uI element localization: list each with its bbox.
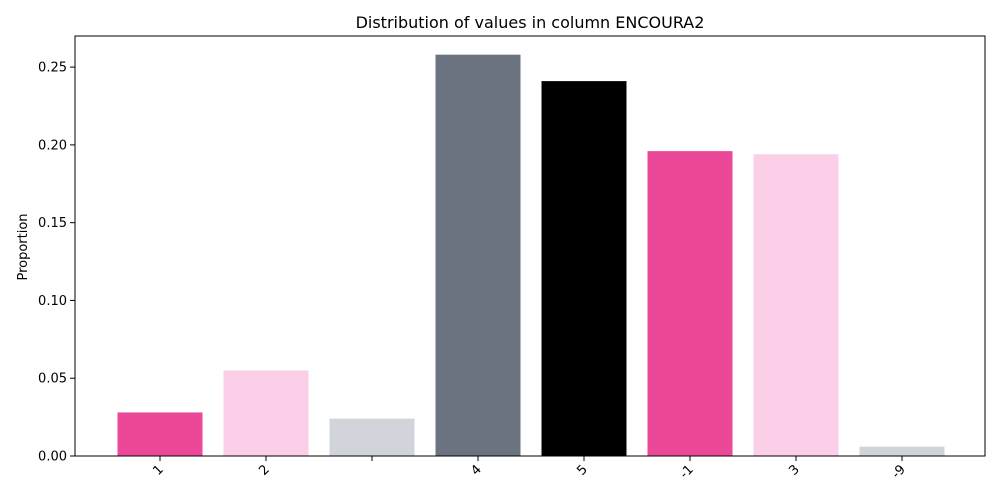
x-tick-label: -1 [677, 462, 697, 482]
x-tick-label: 2 [256, 462, 272, 478]
y-axis: 0.00 0.05 0.10 0.15 0.20 0.25 [38, 61, 75, 465]
x-tick-label: 3 [786, 462, 802, 478]
y-tick-label: 0.00 [38, 450, 67, 465]
bar [541, 81, 627, 456]
bar [435, 54, 521, 457]
x-axis: 1 2 4 5 -1 3 -9 [150, 456, 909, 482]
y-axis-label: Proportion [16, 213, 31, 280]
bars-group [117, 54, 945, 457]
y-tick-label: 0.20 [38, 138, 67, 153]
bar [329, 418, 415, 456]
y-tick-label: 0.10 [38, 294, 67, 309]
bar [223, 370, 309, 456]
bar [753, 154, 839, 456]
bar [859, 446, 945, 456]
y-tick-label: 0.25 [38, 61, 67, 76]
x-tick-label: 1 [150, 462, 166, 478]
x-tick-label: 5 [574, 462, 590, 478]
bar [117, 412, 203, 456]
x-tick-label: 4 [468, 462, 484, 478]
y-tick-label: 0.05 [38, 372, 67, 387]
bar [647, 151, 733, 456]
chart-title: Distribution of values in column ENCOURA… [356, 13, 705, 32]
plot-frame [74, 35, 986, 457]
x-tick-label: -9 [889, 462, 909, 482]
y-tick-label: 0.15 [38, 216, 67, 231]
